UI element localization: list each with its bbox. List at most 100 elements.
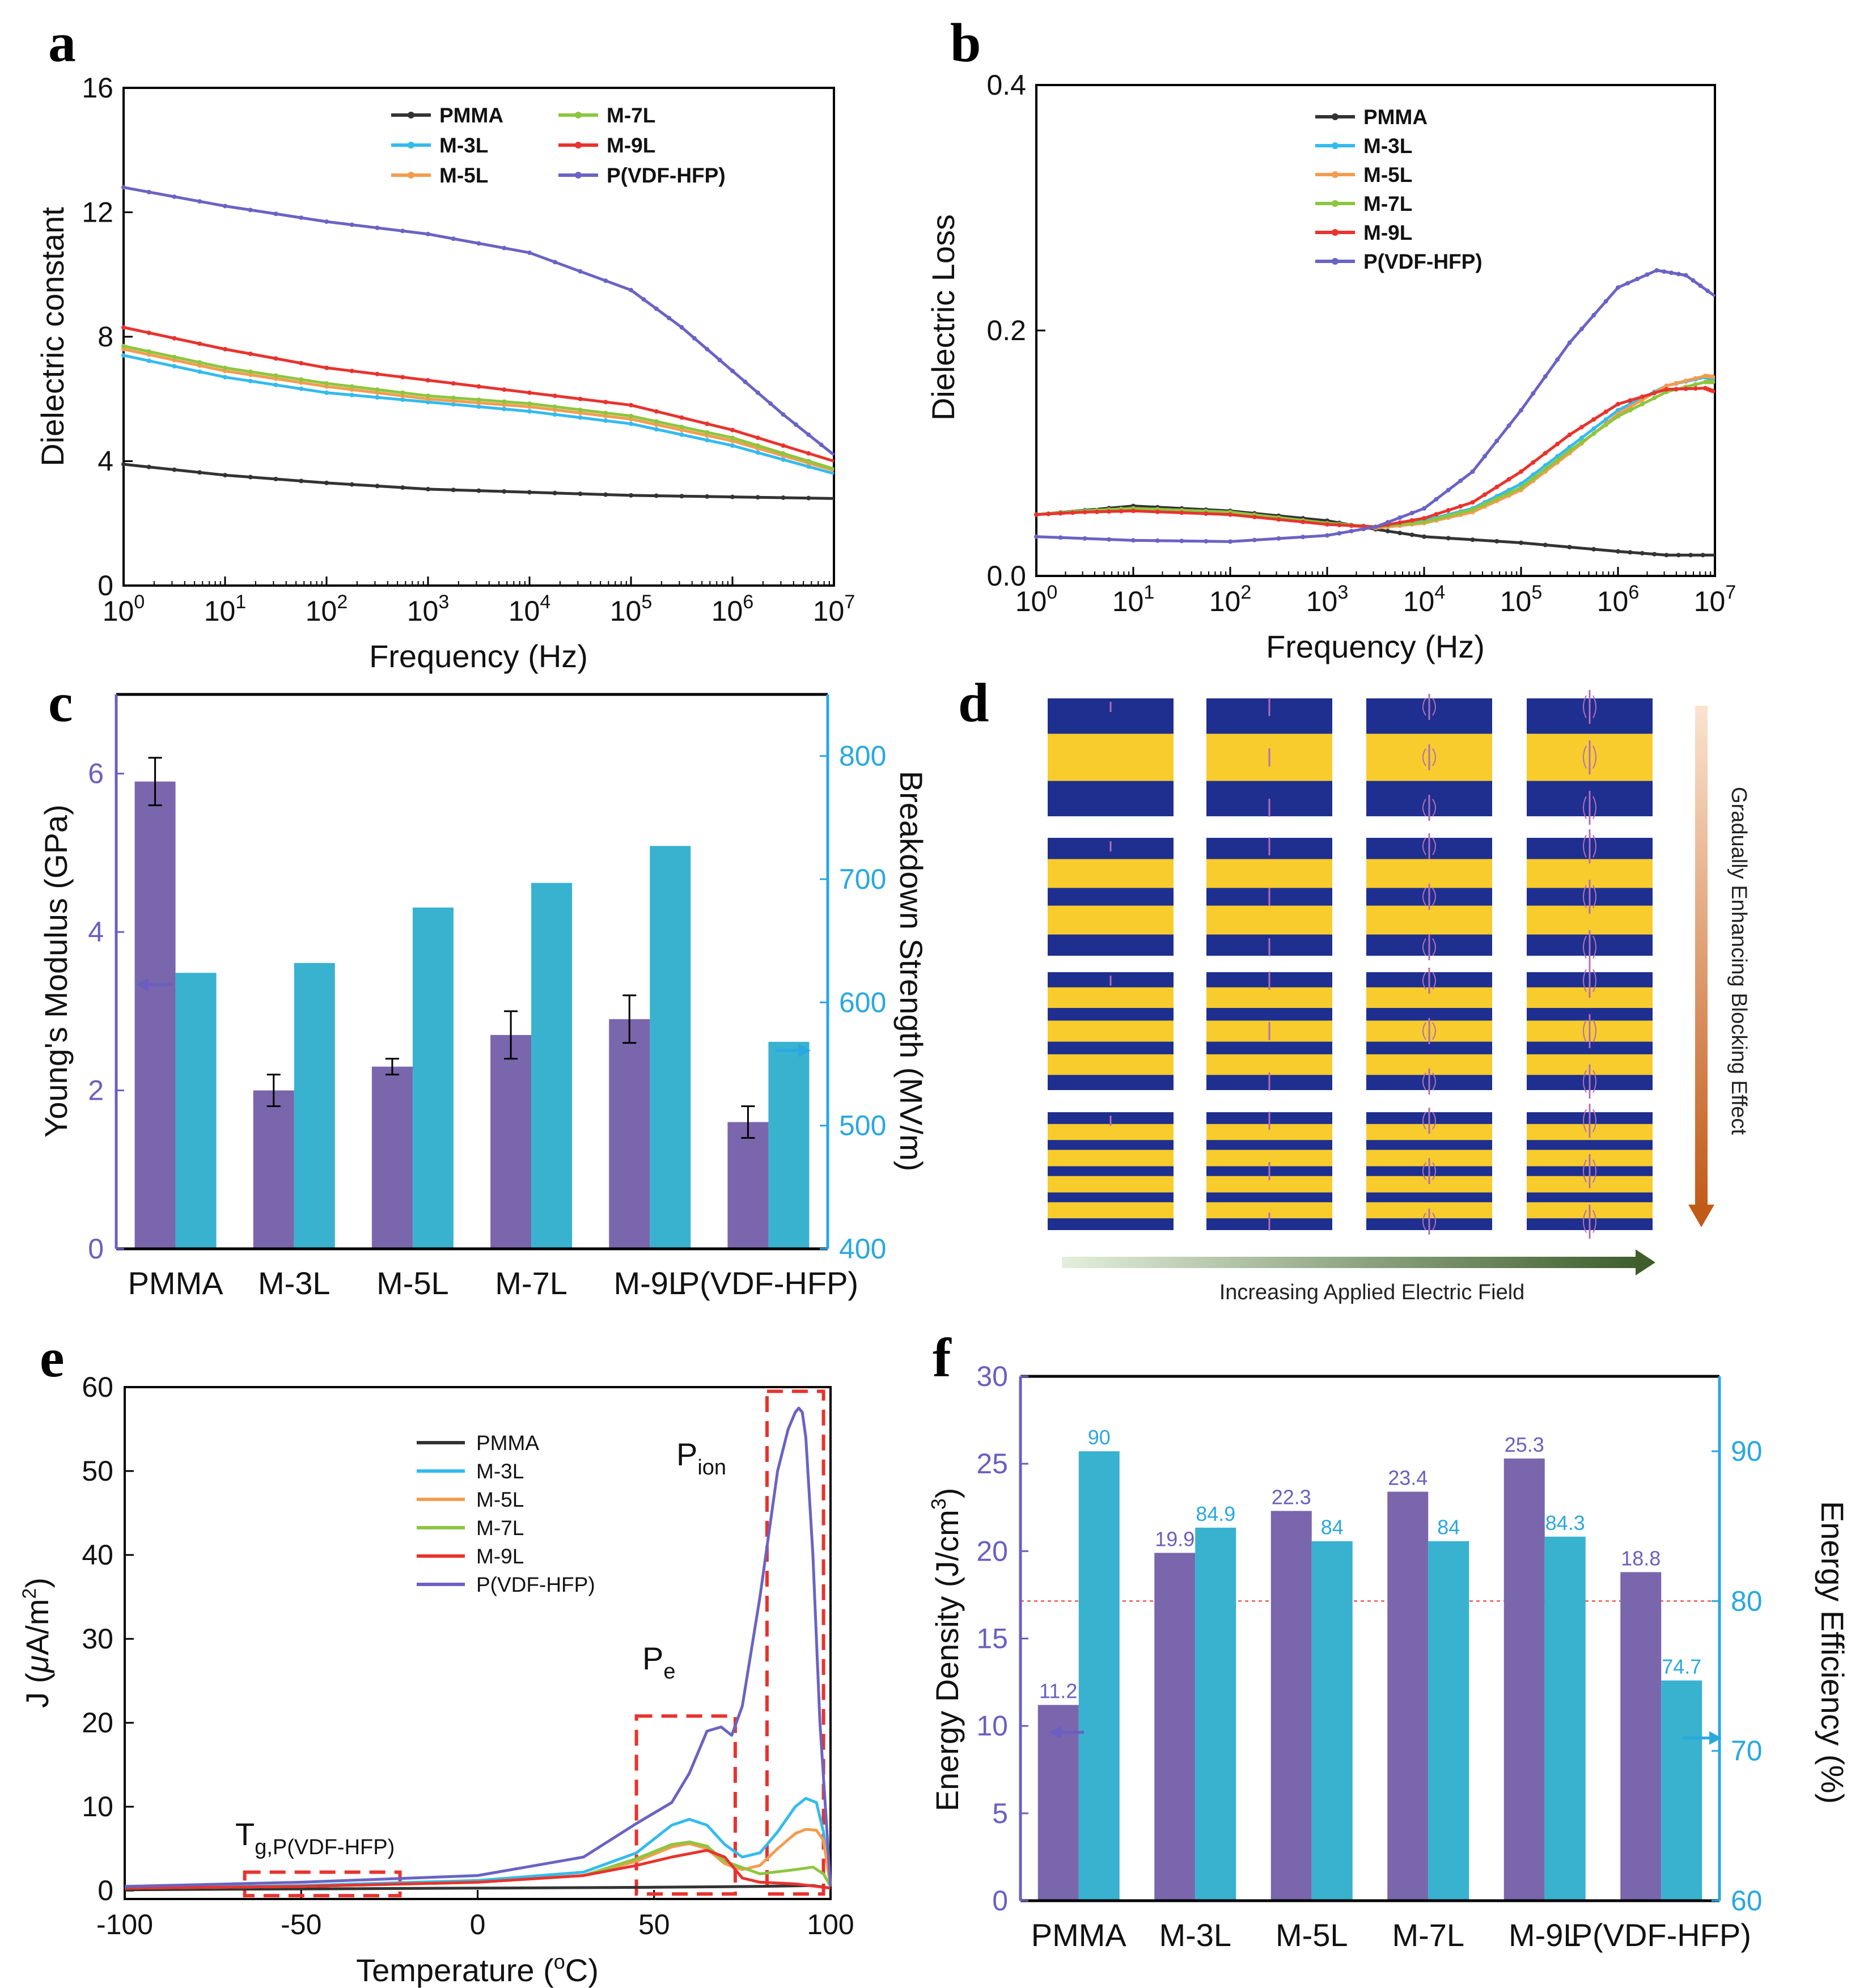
y-tick-label: 8 — [98, 321, 113, 353]
y-tick-label: 0.2 — [986, 315, 1026, 346]
sim-layer-navy — [1206, 1192, 1332, 1202]
bar-right-pmma — [175, 973, 217, 1249]
series-marker-m-9l — [1693, 386, 1698, 391]
series-marker-m-5l — [172, 358, 177, 363]
series-marker-m-3l — [299, 386, 304, 391]
series-marker-m-3l — [223, 375, 227, 380]
series-marker-m-7l — [1652, 396, 1657, 401]
series-marker-p-vdf-hfp — [1654, 268, 1659, 273]
legend-label-m-5l: M-5L — [1363, 163, 1412, 186]
series-marker-m-5l — [349, 387, 354, 392]
series-marker-p-vdf-hfp — [1625, 281, 1630, 286]
series-marker-p-vdf-hfp — [1494, 438, 1500, 443]
series-marker-m-7l — [197, 360, 202, 365]
series-marker-m-9l — [1179, 510, 1184, 515]
series-marker-m-9l — [273, 356, 278, 361]
sim-layer-navy — [1048, 1218, 1174, 1230]
series-line-m-3l — [124, 1796, 832, 1890]
series-marker-p-vdf-hfp — [793, 422, 798, 427]
panel-letter-a: a — [48, 12, 76, 74]
legend-label-p-vdf-hfp: P(VDF-HFP) — [607, 164, 726, 187]
breakdown-branch — [1583, 695, 1587, 719]
series-marker-p-vdf-hfp — [755, 390, 760, 395]
series-marker-m-7l — [1603, 422, 1608, 427]
x-tick-label: 50 — [638, 1909, 670, 1940]
series-marker-p-vdf-hfp — [426, 231, 430, 236]
series-marker-m-7l — [426, 393, 430, 399]
series-marker-m-7l — [1422, 519, 1426, 524]
sim-layer-navy — [1206, 1140, 1332, 1150]
x-tick-label: 100 — [103, 591, 145, 627]
sim-cell-r4-c4 — [1527, 1104, 1653, 1239]
sim-cell-r4-c2 — [1206, 1112, 1332, 1231]
annotation-p-ion-main: P — [676, 1436, 697, 1472]
bar-right-m-7l — [1428, 1541, 1469, 1901]
series-marker-m-3l — [375, 395, 380, 400]
sim-cell-r1-c2 — [1206, 698, 1332, 817]
series-marker-m-7l — [755, 443, 760, 448]
series-marker-m-9l — [1301, 519, 1306, 524]
breakdown-branch — [1422, 888, 1426, 906]
series-marker-pmma — [1494, 539, 1500, 544]
breakdown-branch — [1422, 748, 1426, 766]
series-marker-m-7l — [654, 419, 659, 424]
series-marker-m-9l — [1710, 388, 1715, 393]
y-tick-label: 20 — [976, 1535, 1008, 1567]
legend-label-pmma: PMMA — [1363, 105, 1428, 129]
x-tick-label: 0 — [470, 1909, 486, 1940]
series-marker-m-9l — [806, 451, 811, 456]
sim-cell-r3-c1 — [1048, 972, 1174, 1090]
series-marker-pmma — [197, 470, 202, 475]
series-marker-m-5l — [1628, 404, 1633, 409]
y2-tick-label: 500 — [839, 1110, 886, 1142]
breakdown-branch — [1583, 834, 1587, 858]
x-axis-title-e-sup: o — [554, 1950, 565, 1973]
panel-e-tsdc-current: 0 10 20 30 40 50 60 -100 -50 0 50 100 PMMA M-3L M-5L M… — [19, 1371, 854, 1988]
series-marker-p-vdf-hfp — [1276, 536, 1281, 541]
series-marker-p-vdf-hfp — [1591, 312, 1596, 317]
x-tick-label: 102 — [1209, 582, 1252, 617]
breakdown-branch — [1432, 698, 1436, 716]
series-marker-m-3l — [654, 427, 659, 432]
y-tick-label: 0 — [88, 1233, 104, 1265]
value-label-right-pmma: 90 — [1088, 1426, 1111, 1449]
series-marker-pmma — [552, 490, 557, 495]
series-marker-m-5l — [654, 422, 659, 427]
series-marker-p-vdf-hfp — [1228, 539, 1232, 544]
series-marker-m-3l — [552, 412, 557, 417]
series-marker-m-9l — [1434, 512, 1439, 517]
breakdown-branch — [1592, 969, 1596, 993]
series-marker-m-9l — [629, 402, 633, 408]
series-marker-m-3l — [603, 418, 608, 423]
x-tick-label: 100 — [807, 1909, 854, 1940]
series-marker-m-9l — [223, 346, 227, 351]
panel-f-energy-density-efficiency: 11.2 90 19.984.9 22.3 84 23.4 84 25.3 84.3 18.8 74… — [927, 1360, 1850, 1953]
breakdown-branch — [1432, 1112, 1436, 1130]
x-tick-base: 10 — [407, 595, 439, 627]
right-axis-arrow-f — [1683, 1731, 1722, 1745]
series-marker-pmma — [1567, 545, 1572, 550]
y2-axis-title-c: Breakdown Strength (MV/m) — [893, 771, 929, 1171]
sim-cell-r2-c4 — [1527, 829, 1653, 964]
series-line-p-vdf-hfp — [124, 1406, 832, 1888]
legend-a: PMMA M-7L M-3L M-9L M-5L P(VDF-HFP) — [391, 104, 726, 187]
right-axis-arrow-c — [776, 1044, 811, 1057]
series-marker-m-7l — [1531, 476, 1536, 481]
series-marker-m-9l — [1397, 520, 1403, 525]
series-marker-p-vdf-hfp — [1107, 537, 1112, 542]
value-label-right-m-5l: 84 — [1321, 1516, 1344, 1539]
series-marker-m-5l — [223, 368, 227, 374]
annotation-tg: Tg,P(VDF-HFP) — [235, 1816, 395, 1859]
x-tick-base: 10 — [1597, 586, 1629, 617]
series-marker-m-9l — [755, 435, 760, 440]
y-axis-title-f-sup: 3 — [927, 1498, 950, 1510]
series-marker-m-9l — [1094, 509, 1099, 514]
series-marker-m-3l — [400, 397, 405, 402]
y-tick-label: 50 — [82, 1455, 113, 1487]
x-tick-exponent: 7 — [1725, 582, 1736, 603]
series-marker-p-vdf-hfp — [121, 185, 126, 190]
y2-tick-label: 60 — [1731, 1885, 1763, 1917]
